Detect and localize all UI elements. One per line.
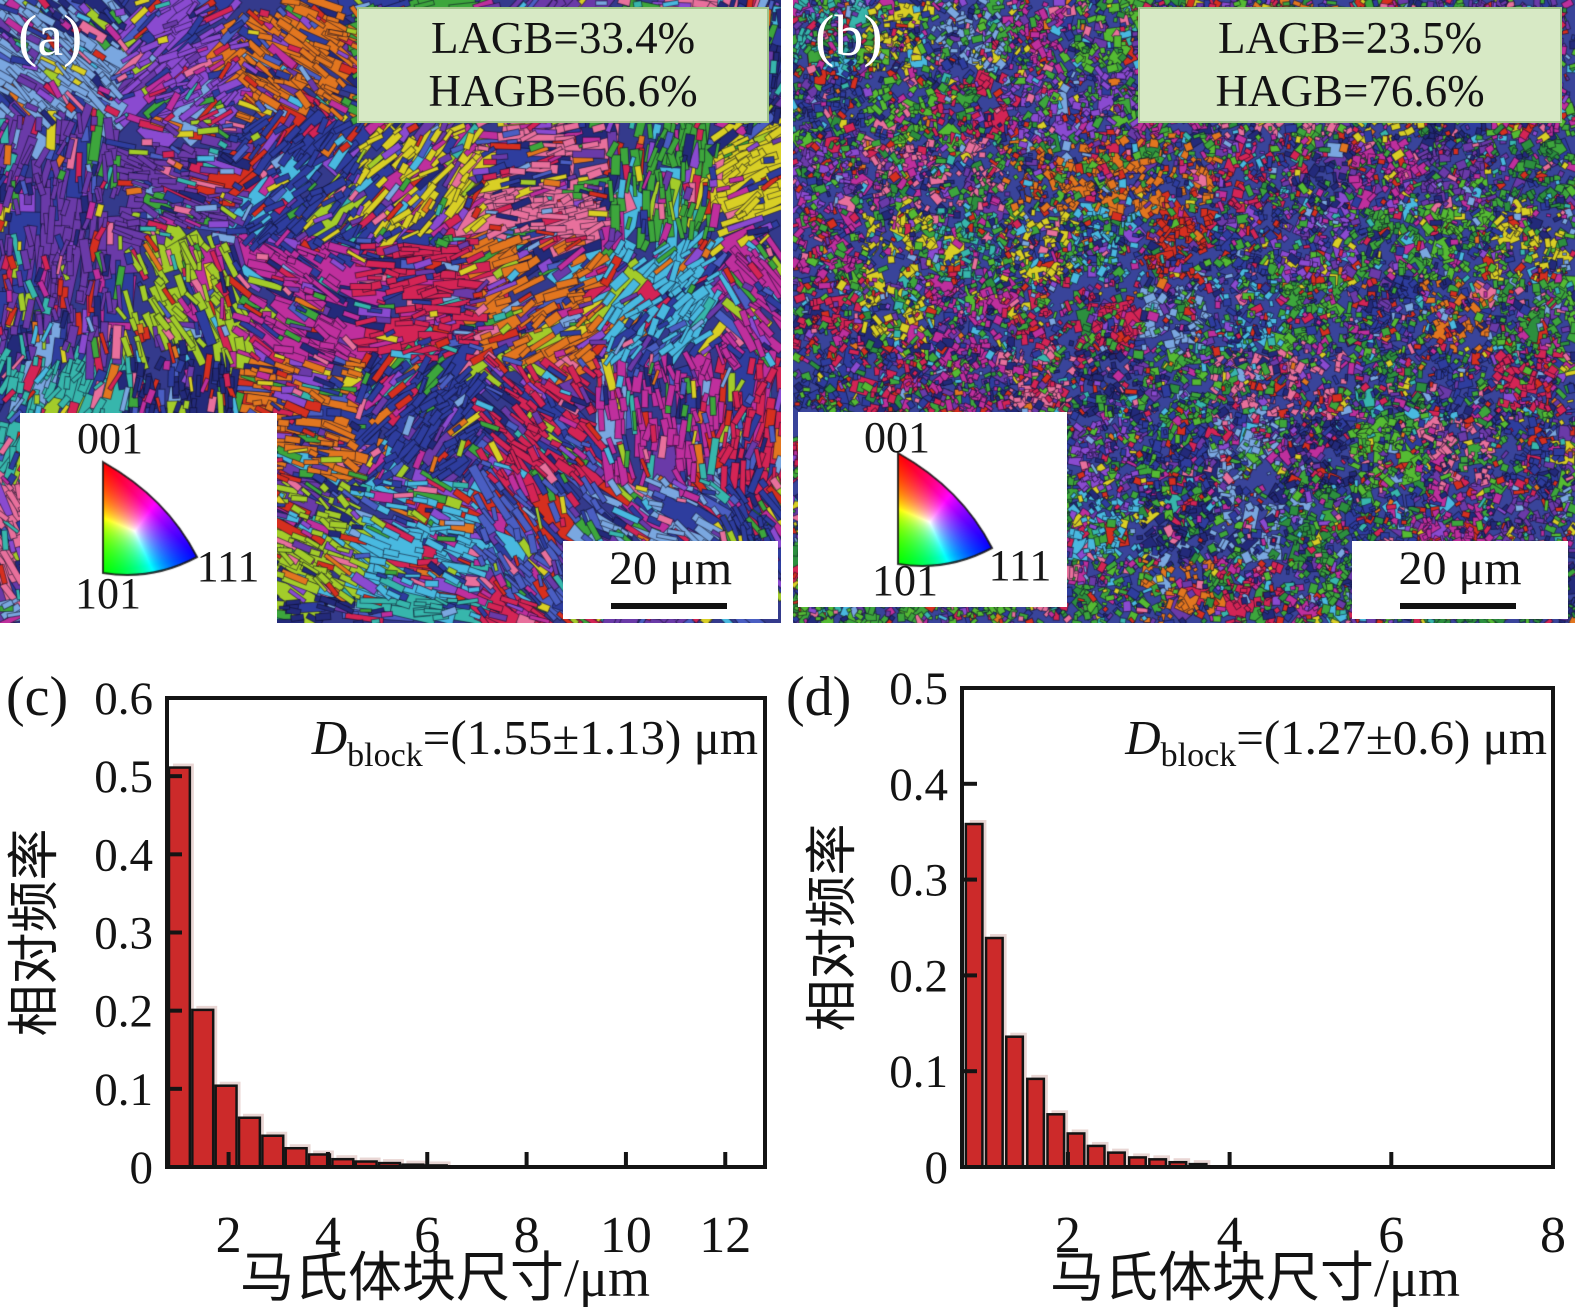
- x-tick-label: 6: [414, 1207, 440, 1264]
- histogram-bar: [237, 1116, 262, 1169]
- y-tick-label: 0.2: [889, 950, 948, 1002]
- ebsd-map-panel-b: (b) LAGB=23.5% HAGB=76.6% 001 101 111 20…: [793, 0, 1575, 623]
- x-tick-label: 4: [315, 1207, 341, 1264]
- y-tick-label: 0.6: [94, 673, 153, 725]
- x-axis-title: 马氏体块尺寸/μm: [1050, 1248, 1460, 1307]
- y-tick-label: 0.5: [889, 663, 948, 715]
- y-tick-label: 0.5: [94, 751, 153, 803]
- histogram-bar: [1086, 1144, 1106, 1169]
- histogram-bar: [167, 766, 192, 1169]
- scale-bar-box-a: 20 μm: [563, 541, 778, 619]
- histogram-bar: [214, 1084, 238, 1169]
- y-tick-label: 0: [925, 1142, 949, 1194]
- ipf-legend-inset-a: 001 101 111: [20, 413, 277, 623]
- scale-bar-text-b: 20 μm: [1398, 542, 1522, 595]
- y-tick-label: 0: [130, 1142, 154, 1194]
- histogram-bar: [1066, 1132, 1086, 1169]
- ipf-legend-inset-b: 001 101 111: [798, 412, 1067, 607]
- y-tick-label: 0.1: [889, 1046, 948, 1098]
- ipf-color-triangle-b: [875, 442, 1005, 572]
- panel-label-a: (a): [18, 3, 83, 68]
- histogram-bar: [1106, 1151, 1126, 1169]
- axis-box: [960, 686, 1555, 1169]
- ipf-label-101: 101: [872, 556, 938, 605]
- axis-box: [165, 696, 767, 1169]
- x-tick-label: 4: [1217, 1207, 1243, 1264]
- y-tick-label: 0.4: [94, 829, 153, 881]
- y-axis-title: 相对频率: [805, 823, 862, 1031]
- x-tick-label: 8: [1540, 1207, 1566, 1264]
- histogram-bar: [984, 936, 1004, 1169]
- panel-label-b: (b): [815, 3, 883, 68]
- y-tick-label: 0.4: [889, 759, 948, 811]
- histogram-bar: [1046, 1113, 1066, 1169]
- histogram-bar: [1026, 1077, 1046, 1169]
- x-tick-label: 6: [1378, 1207, 1404, 1264]
- block-size-annotation: Dblock=(1.27±0.6) μm: [1124, 710, 1547, 774]
- histogram-panel-c: 2 4 6 8 10 12 0 0.1 0.2 0.3 0.4 0.5 0.6 马氏体块尺寸/μm 相对频率…: [6, 666, 767, 1307]
- ebsd-map-panel-a: (a) LAGB=33.4% HAGB=66.6% 001 101 111 20…: [0, 0, 781, 623]
- ipf-color-triangle-a: [80, 451, 210, 581]
- hagb-value-b: HAGB=76.6%: [1215, 66, 1485, 116]
- histogram-bar: [1005, 1035, 1025, 1169]
- scale-bar-text-a: 20 μm: [608, 542, 733, 595]
- x-tick-label: 12: [699, 1207, 751, 1264]
- boundary-stats-box-a: LAGB=33.4% HAGB=66.6%: [357, 7, 769, 123]
- ipf-label-111: 111: [196, 542, 260, 591]
- x-axis-title: 马氏体块尺寸/μm: [240, 1248, 650, 1307]
- scale-bar-line-a: [611, 603, 727, 609]
- histogram-bar: [261, 1134, 285, 1169]
- x-tick-label: 2: [216, 1207, 242, 1264]
- histogram-bar: [284, 1146, 308, 1169]
- scale-bar-box-b: 20 μm: [1352, 541, 1568, 619]
- x-tick-label: 2: [1055, 1207, 1081, 1264]
- boundary-stats-box-b: LAGB=23.5% HAGB=76.6%: [1138, 7, 1562, 123]
- block-size-annotation: Dblock=(1.55±1.13) μm: [311, 710, 758, 774]
- histogram-panel-d: 2 4 6 8 0 0.1 0.2 0.3 0.4 0.5 马氏体块尺寸/μm 相对频率 (d) Dblo…: [786, 663, 1566, 1307]
- histogram-charts-svg: 2 4 6 8 10 12 0 0.1 0.2 0.3 0.4 0.5 0.6 马氏体块尺寸/μm 相对频率…: [6, 663, 1566, 1307]
- scale-bar-line-b: [1400, 603, 1516, 609]
- y-axis-title: 相对频率: [7, 828, 64, 1036]
- y-tick-label: 0.2: [94, 986, 153, 1038]
- panel-label-c: (c): [6, 666, 68, 728]
- y-tick-label: 0.3: [889, 855, 948, 907]
- x-tick-label: 8: [514, 1207, 540, 1264]
- hagb-value-a: HAGB=66.6%: [428, 66, 698, 116]
- y-tick-label: 0.1: [94, 1064, 153, 1116]
- lagb-value-b: LAGB=23.5%: [1217, 12, 1483, 63]
- panel-label-d: (d): [786, 666, 851, 728]
- histogram-bar: [964, 822, 984, 1169]
- y-tick-label: 0.3: [94, 908, 153, 960]
- ipf-label-111: 111: [988, 541, 1052, 590]
- x-tick-label: 10: [600, 1207, 652, 1264]
- histogram-bar: [191, 1008, 215, 1169]
- lagb-value-a: LAGB=33.4%: [430, 12, 696, 63]
- ipf-label-101: 101: [75, 569, 141, 618]
